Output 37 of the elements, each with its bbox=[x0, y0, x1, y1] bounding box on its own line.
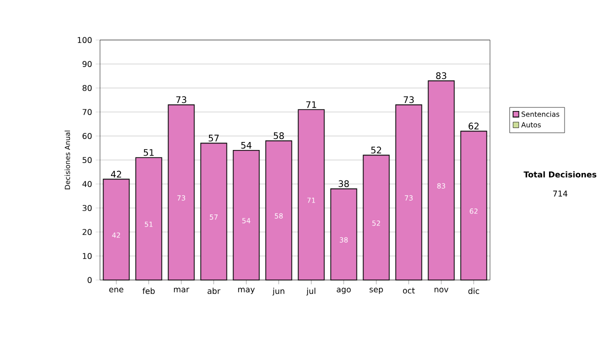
total-label: 73 bbox=[176, 96, 186, 104]
y-tick-label: 90 bbox=[82, 60, 92, 68]
y-tick-label: 40 bbox=[82, 180, 92, 188]
x-tick-label: sep bbox=[370, 288, 383, 294]
y-tick-label: 80 bbox=[82, 84, 92, 92]
total-label: 54 bbox=[241, 142, 252, 149]
total-label: 52 bbox=[371, 146, 382, 154]
x-tick-label: jul bbox=[306, 288, 316, 296]
total-label: 42 bbox=[110, 170, 122, 178]
y-tick-label: 20 bbox=[82, 228, 92, 236]
text: 714 bbox=[553, 190, 568, 197]
x-tick-label: ene bbox=[109, 288, 124, 292]
x-tick-label: nov bbox=[434, 288, 448, 292]
y-tick-label: 50 bbox=[82, 156, 92, 164]
x-tick-label: oct bbox=[402, 288, 415, 294]
total-label: 58 bbox=[274, 132, 284, 140]
total-label: 83 bbox=[436, 72, 446, 80]
x-tick-label: feb bbox=[142, 288, 155, 294]
total-label: 71 bbox=[306, 101, 316, 108]
y-tick-label: 60 bbox=[82, 132, 92, 140]
x-tick-label: dic bbox=[468, 288, 480, 294]
x-tick-label: may bbox=[238, 288, 255, 294]
x-tick-label: mar bbox=[174, 288, 190, 292]
y-tick-label: 30 bbox=[82, 204, 92, 212]
x-tick-label: abr bbox=[208, 288, 220, 294]
y-tick-label: 70 bbox=[82, 108, 92, 116]
x-tick-label: ago bbox=[336, 288, 351, 294]
total-label: 57 bbox=[208, 134, 219, 142]
y-tick-label: 0 bbox=[88, 276, 92, 284]
x-tick-label: jun bbox=[272, 288, 284, 296]
y-tick-label: 10 bbox=[82, 252, 92, 260]
total-label: 73 bbox=[404, 96, 414, 104]
y-tick-label: 100 bbox=[78, 36, 92, 44]
total-label: 51 bbox=[144, 149, 154, 156]
text: Total Decisiones bbox=[524, 171, 596, 178]
total-label: 62 bbox=[468, 122, 479, 130]
total-label: 38 bbox=[338, 180, 349, 188]
